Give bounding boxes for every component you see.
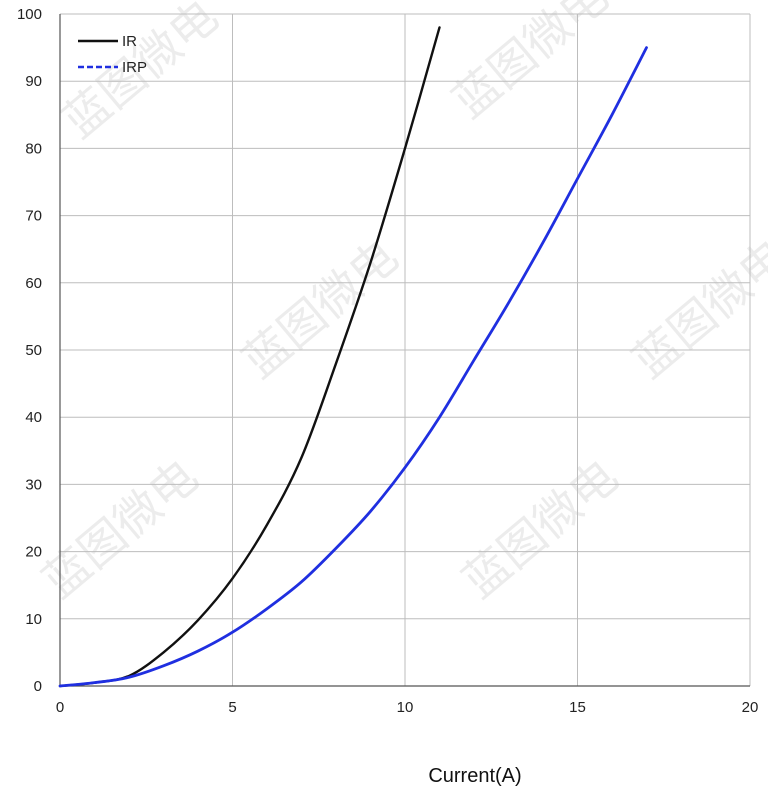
y-tick-label: 30 <box>25 476 42 493</box>
y-tick-label: 80 <box>25 140 42 157</box>
x-tick-label: 0 <box>56 699 64 716</box>
series-lines <box>58 26 648 688</box>
y-tick-labels: 0 10 20 30 40 50 60 70 80 90 100 <box>17 6 42 695</box>
x-axis-label: Current(A) <box>428 765 521 787</box>
legend: IR IRP <box>78 33 147 76</box>
x-tick-label: 15 <box>569 699 586 716</box>
watermark-4: 蓝图微电 <box>32 449 208 609</box>
y-tick-label: 10 <box>25 611 42 628</box>
series-line-irp <box>58 46 648 688</box>
x-tick-labels: 0 5 10 15 20 <box>56 699 759 716</box>
x-tick-label: 10 <box>397 699 414 716</box>
axes <box>59 14 750 687</box>
watermark-5: 蓝图微电 <box>452 449 628 609</box>
legend-label-irp: IRP <box>122 59 147 76</box>
watermark-3: 蓝图微电 <box>622 229 768 389</box>
y-tick-label: 100 <box>17 6 42 23</box>
x-tick-label: 5 <box>228 699 236 716</box>
y-tick-label: 50 <box>25 342 42 359</box>
y-tick-label: 40 <box>25 409 42 426</box>
grid-lines <box>59 13 751 687</box>
x-tick-label: 20 <box>742 699 759 716</box>
watermark-1: 蓝图微电 <box>442 0 618 128</box>
y-tick-label: 90 <box>25 73 42 90</box>
y-tick-label: 60 <box>25 275 42 292</box>
y-tick-label: 0 <box>34 678 42 695</box>
legend-label-ir: IR <box>122 33 137 50</box>
y-tick-label: 20 <box>25 544 42 561</box>
y-tick-label: 70 <box>25 208 42 225</box>
watermark-2: 蓝图微电 <box>232 229 408 389</box>
